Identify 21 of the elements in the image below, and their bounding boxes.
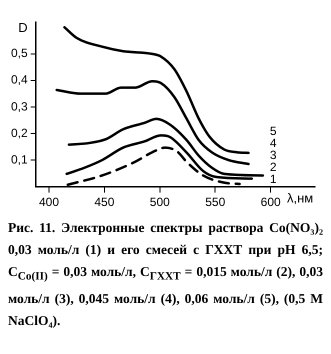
y-axis-title: D	[18, 20, 28, 36]
text: 5	[270, 124, 277, 138]
series-label: 3	[270, 148, 277, 162]
x-tick-label: 500	[150, 195, 170, 210]
x-tick-label: 600	[260, 195, 281, 210]
x-tick-label: 450	[94, 195, 115, 210]
line-series	[55, 80, 250, 166]
y-tick-label: 0,5	[10, 46, 28, 60]
text: 4	[270, 136, 277, 150]
y-tick-label: 0,1	[10, 152, 28, 166]
x-tick-label: 550	[205, 195, 226, 210]
text: Рис. 11. Электронные спектры раствора Co(NO₃)₂ 0,03 моль/л (1) и его смесей с ГХХТ при pH 6,5; C$_{Co(II)}$ = 0,03 моль/л, C$_{ГХХТ}$ = 0,015 моль/л (2), 0,03 моль/л (3), 0,045 моль/л (4), 0,06 моль/л (5), (0,5 M NaClO₄).	[8, 220, 324, 328]
line-series	[68, 118, 264, 177]
x-axis-title: λ,нм	[287, 190, 314, 206]
series-label: 2	[270, 160, 277, 174]
x-tick-label: 400	[38, 195, 60, 210]
line-series	[63, 26, 250, 154]
y-tick-label: 0,3	[10, 99, 28, 114]
y-tick-label: 0,2	[10, 126, 28, 140]
text: 1	[270, 172, 277, 186]
y-tick-label: 0,4	[10, 72, 28, 87]
